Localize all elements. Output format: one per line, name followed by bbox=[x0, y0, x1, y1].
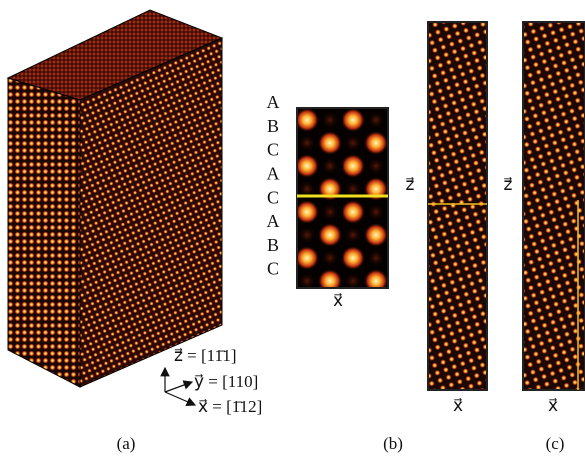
stacking-label: C bbox=[267, 259, 279, 279]
panel-c1-image bbox=[428, 22, 487, 390]
panel-c1-z-label: z⃗ bbox=[406, 175, 415, 194]
stacking-label: A bbox=[267, 211, 280, 231]
axis-y: y⃗ = [110] bbox=[194, 372, 258, 391]
stacking-label: A bbox=[267, 164, 280, 184]
panel-b-image bbox=[297, 108, 388, 288]
stacking-label: C bbox=[267, 187, 279, 207]
stacking-label: C bbox=[267, 140, 279, 160]
axis-z: z⃗ = [11̄1] bbox=[174, 346, 237, 365]
panel-label: (a) bbox=[117, 434, 136, 453]
crystal-block bbox=[8, 10, 222, 387]
panel-c2-image bbox=[523, 22, 585, 390]
panel-c2-z-label: z⃗ bbox=[504, 175, 513, 194]
panel-c1-x-label: x⃗ bbox=[453, 396, 463, 415]
stacking-label: B bbox=[267, 235, 279, 255]
panel-label: (c) bbox=[546, 434, 565, 453]
axis-arrows bbox=[165, 368, 195, 405]
panel-c2-x-label: x⃗ bbox=[548, 396, 558, 415]
stacking-label: A bbox=[267, 92, 280, 112]
axis-x: x⃗ = [1̄12] bbox=[198, 397, 262, 416]
figure: z⃗ = [11̄1] y⃗ = [110] x⃗ = [1̄12] ABCAC… bbox=[0, 0, 585, 462]
stacking-label: B bbox=[267, 116, 279, 136]
panel-label: (b) bbox=[383, 434, 403, 453]
panel-b-x-label: x⃗ bbox=[333, 291, 343, 310]
